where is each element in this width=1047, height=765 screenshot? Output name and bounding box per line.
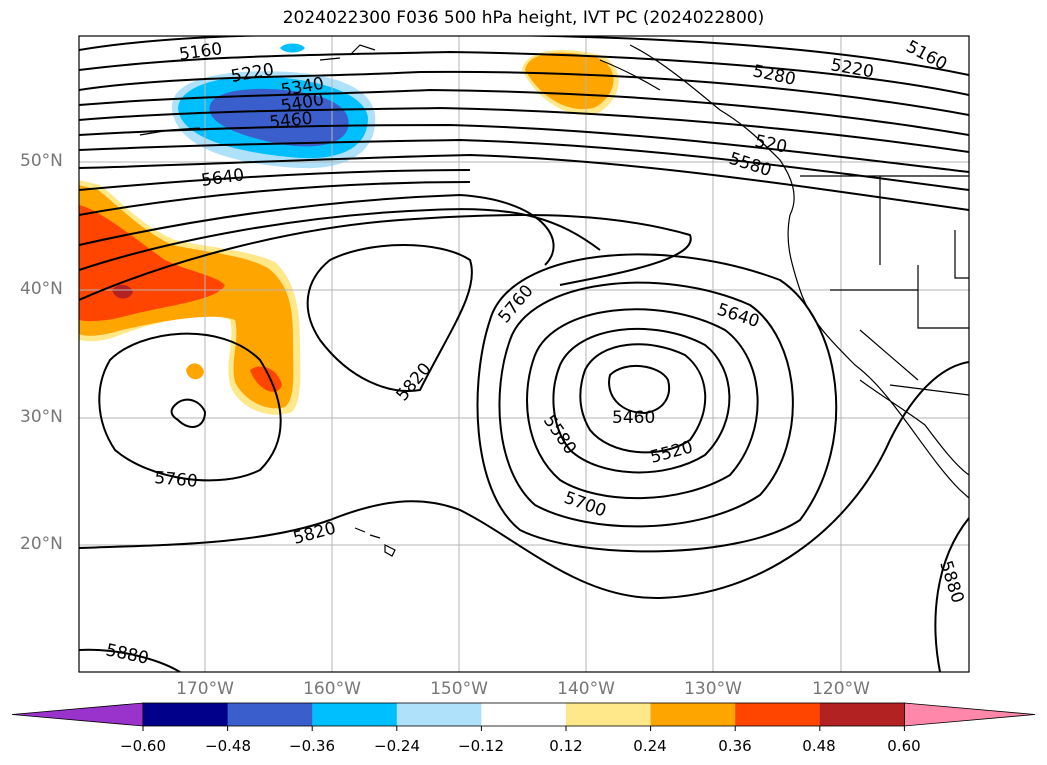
contour-label: 5640 bbox=[200, 165, 246, 191]
colorbar-segment bbox=[481, 703, 567, 726]
graticule bbox=[79, 36, 969, 672]
colorbar-tick-label: −0.24 bbox=[374, 737, 420, 755]
colorbar-tick-label: 0.60 bbox=[887, 737, 921, 755]
contour-label: 5820 bbox=[393, 359, 436, 405]
colorbar-segment bbox=[143, 703, 229, 726]
colorbar-extend-min bbox=[11, 702, 144, 727]
contour-label: 5220 bbox=[829, 55, 875, 82]
colorbar-tick-label: 0.24 bbox=[633, 737, 667, 755]
ivt-shading bbox=[79, 43, 619, 415]
contour-label: 5760 bbox=[154, 468, 199, 492]
contour-label: 5880 bbox=[104, 640, 150, 669]
colorbar-tick-label: 0.48 bbox=[802, 737, 836, 755]
map-frame bbox=[78, 35, 970, 673]
colorbar-segment bbox=[819, 703, 905, 726]
longitude-label: 150°W bbox=[430, 679, 488, 699]
contour-label: 520 bbox=[753, 131, 789, 157]
colorbar-segment bbox=[650, 703, 736, 726]
colorbar-segment bbox=[227, 703, 313, 726]
latitude-label: 50°N bbox=[20, 151, 63, 171]
longitude-label: 120°W bbox=[812, 679, 870, 699]
contour-label: 5160 bbox=[903, 37, 951, 75]
latitude-label: 30°N bbox=[20, 407, 63, 427]
latitude-label: 40°N bbox=[20, 279, 63, 299]
colorbar-tick-label: −0.60 bbox=[120, 737, 166, 755]
map-title: 2024022300 F036 500 hPa height, IVT PC (… bbox=[282, 8, 765, 28]
longitude-label: 170°W bbox=[176, 679, 234, 699]
colorbar-segment bbox=[396, 703, 482, 726]
colorbar-tick-label: −0.48 bbox=[205, 737, 251, 755]
contour-label: 5820 bbox=[291, 518, 338, 549]
contour-label: 5460 bbox=[268, 109, 313, 133]
colorbar-extend-max bbox=[904, 702, 1036, 727]
colorbar-tick-label: −0.12 bbox=[458, 737, 504, 755]
coastlines bbox=[139, 44, 969, 557]
colorbar-tick-label: 0.36 bbox=[718, 737, 752, 755]
contour-label: 5160 bbox=[178, 39, 224, 65]
colorbar-tick-label: 0.12 bbox=[549, 737, 583, 755]
colorbar-segment bbox=[312, 703, 398, 726]
contour-label: 5700 bbox=[561, 488, 608, 522]
colorbar bbox=[11, 702, 1036, 731]
longitude-label: 140°W bbox=[557, 679, 615, 699]
contour-label: 5760 bbox=[495, 281, 538, 327]
contour-label: 5460 bbox=[612, 408, 655, 428]
colorbar-outline bbox=[142, 702, 905, 727]
colorbar-segment bbox=[735, 703, 821, 726]
longitude-label: 160°W bbox=[303, 679, 361, 699]
longitude-label: 130°W bbox=[684, 679, 742, 699]
colorbar-segment bbox=[566, 703, 652, 726]
ivt-negative-strong bbox=[209, 88, 349, 147]
latitude-label: 20°N bbox=[20, 534, 63, 554]
colorbar-tick-label: −0.36 bbox=[289, 737, 335, 755]
height-contours bbox=[79, 36, 969, 672]
